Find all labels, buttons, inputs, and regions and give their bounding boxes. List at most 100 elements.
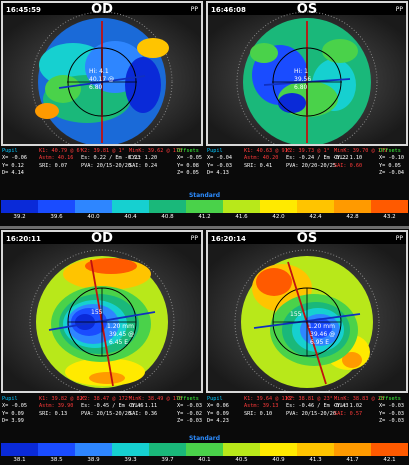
map-label: 39.56 bbox=[294, 76, 311, 83]
stat: MinK: 39.70 @ 179 bbox=[334, 148, 388, 154]
stat: Y= 0.05 bbox=[379, 162, 401, 169]
stats-col: Pupil X= -0.06 Y= 0.12 D= 4.14 bbox=[2, 148, 27, 178]
map-label: 155 bbox=[290, 311, 302, 318]
pp-label: PP bbox=[190, 6, 198, 13]
stat: Pupil bbox=[2, 148, 18, 154]
topography-map[interactable]: Hi: 4.1 40.17 @ 6.80 bbox=[3, 3, 201, 144]
stat: Z= 0.05 bbox=[177, 170, 199, 177]
stats-col: Offsets X= -0.03 Y= -0.03 Z= -0.03 bbox=[379, 396, 404, 426]
scale-tick: 38.5 bbox=[50, 457, 63, 463]
scale-title: Standard bbox=[188, 435, 221, 442]
map-label: 6.45 E bbox=[109, 339, 128, 346]
divider bbox=[0, 226, 409, 229]
map-label: 6.80 bbox=[89, 84, 103, 91]
stat: Offsets bbox=[177, 148, 199, 154]
stat: Offsets bbox=[177, 396, 199, 402]
pp-label: PP bbox=[395, 235, 403, 242]
top-exam: 16:45:59 OD PP Hi: 4.1 bbox=[0, 0, 409, 229]
stat: X= -0.03 bbox=[379, 403, 404, 410]
stats-col: K2: 38.81 @ 23° Es: -0.46 / Em -0.43 PVA… bbox=[286, 396, 348, 418]
map-panel-bottom-od[interactable]: 16:20:11 OD PP 155 1.20 mm 39.45 @ bbox=[1, 230, 203, 393]
stat: Z= -0.04 bbox=[379, 170, 404, 177]
stats-row: Pupil X= -0.06 Y= 0.12 D= 4.14 K1: 40.79… bbox=[1, 148, 408, 192]
scale-tick: 40.5 bbox=[235, 457, 248, 463]
stats-col: Pupil X= -0.05 Y= 0.09 D= 3.99 bbox=[2, 396, 27, 426]
stats-col: Pupil X= -0.04 Y= -0.03 D= 4.13 bbox=[207, 148, 232, 178]
stat: SRI: 0.10 bbox=[244, 410, 273, 417]
map-label: 1.20 mm bbox=[107, 323, 134, 330]
map-label: 1.20 mm bbox=[308, 323, 335, 330]
stat: Y= 0.09 bbox=[2, 410, 24, 417]
stat: Y= -0.03 bbox=[379, 410, 404, 417]
stat: X= 0.06 bbox=[207, 403, 229, 410]
stat: SAI: 0.57 bbox=[334, 410, 363, 417]
scale-tick: 40.9 bbox=[272, 457, 285, 463]
map-label: 40.17 @ bbox=[89, 76, 114, 83]
topography-map[interactable]: 155 1.20 mm 39.45 @ 6.45 E bbox=[3, 232, 201, 391]
stat: CYL: 1.10 bbox=[334, 155, 363, 162]
stats-col: K1: 40.79 @ 6° Astm: 40.16 SRI: 0.07 bbox=[39, 148, 83, 170]
stat: Y= -0.03 bbox=[207, 162, 232, 169]
exam-time: 16:20:11 bbox=[6, 235, 41, 243]
stat: Es: -0.24 / Em -0.22 bbox=[286, 155, 349, 162]
map-header: 16:46:08 OS PP bbox=[208, 3, 406, 17]
exam-time: 16:45:59 bbox=[6, 6, 41, 14]
stat: X= -0.03 bbox=[177, 403, 202, 410]
map-panel-top-od[interactable]: 16:45:59 OD PP Hi: 4.1 bbox=[1, 1, 203, 146]
scale-tick: 40.0 bbox=[87, 214, 100, 220]
stat: D= 4.13 bbox=[207, 170, 229, 177]
stats-col: K2: 39.81 @ 1° Es: 0.22 / Em -0.23 PVA: … bbox=[81, 148, 140, 170]
map-label: 39.46 @ bbox=[310, 331, 335, 338]
stat: X= -0.06 bbox=[2, 155, 27, 162]
map-label: 6.95 E bbox=[310, 339, 329, 346]
scale-tick: 39.7 bbox=[161, 457, 174, 463]
eye-label: OD bbox=[91, 2, 113, 17]
scale-tick: 39.2 bbox=[13, 214, 26, 220]
stat: Astm: 40.20 bbox=[244, 155, 279, 162]
stat: Y= -0.02 bbox=[177, 410, 202, 417]
stat: CYL: 1.11 bbox=[129, 403, 158, 410]
stat: Astm: 39.90 bbox=[39, 403, 74, 410]
stat: Es: -0.46 / Em -0.43 bbox=[286, 403, 349, 410]
pp-label: PP bbox=[190, 235, 198, 242]
stat: CYL: 1.02 bbox=[334, 403, 363, 410]
stat: PVA: 20/15-20/20 bbox=[286, 410, 336, 417]
map-header: 16:20:11 OD PP bbox=[3, 232, 201, 246]
stats-col: K2: 39.73 @ 1° Es: -0.24 / Em -0.22 PVA:… bbox=[286, 148, 348, 170]
stats-col: K1: 40.63 @ 91° Astm: 40.20 SRI: 0.41 bbox=[244, 148, 291, 170]
stat: K1: 39.82 @ 82° bbox=[39, 396, 86, 402]
eye-label: OS bbox=[296, 2, 318, 17]
stat: SRI: 0.13 bbox=[39, 410, 68, 417]
stat: MinK: 38.49 @ 170 bbox=[129, 396, 183, 402]
stats-col: Offsets X= -0.10 Y= 0.05 Z= -0.04 bbox=[379, 148, 404, 178]
stat: K2: 38.81 @ 23° bbox=[286, 396, 333, 402]
color-scale: Standard 38.1 38.5 38.9 39.3 39.7 40.1 4… bbox=[1, 435, 408, 465]
map-label: Hi: 1 bbox=[294, 68, 308, 75]
stat: Es: -0.45 / Em -0.46 bbox=[81, 403, 144, 410]
color-scale: Standard 39.2 39.6 40.0 40.4 40.8 41.2 4… bbox=[1, 192, 408, 222]
scale-tick: 41.3 bbox=[309, 457, 322, 463]
scale-tick: 42.8 bbox=[346, 214, 359, 220]
stat: PVA: 20/15-20/20 bbox=[81, 162, 131, 169]
map-panel-bottom-os[interactable]: 16:20:14 OS PP 155 1.20 mm 39.46 @ bbox=[206, 230, 408, 393]
map-label: 6.80 bbox=[294, 84, 308, 91]
stat: Z= -0.03 bbox=[379, 418, 404, 425]
topography-map[interactable]: 155 1.20 mm 39.46 @ 6.95 E bbox=[208, 232, 406, 391]
scale-tick: 42.4 bbox=[309, 214, 322, 220]
topography-map[interactable]: Hi: 1 39.56 6.80 bbox=[208, 3, 406, 144]
stat: K2: 39.73 @ 1° bbox=[286, 148, 330, 154]
map-label: 155 bbox=[91, 309, 103, 316]
map-label: 39.45 @ bbox=[109, 331, 134, 338]
stats-col: MinK: 39.70 @ 179 CYL: 1.10 SAI: 0.60 bbox=[334, 148, 387, 170]
scale-tick: 43.2 bbox=[383, 214, 396, 220]
map-header: 16:45:59 OD PP bbox=[3, 3, 201, 17]
scale-tick: 40.4 bbox=[124, 214, 137, 220]
scale-title: Standard bbox=[188, 192, 221, 199]
stat: PVA: 20/20-20/25 bbox=[286, 162, 336, 169]
stat: SRI: 0.07 bbox=[39, 162, 68, 169]
stats-col: K1: 39.64 @ 113° Astm: 39.13 SRI: 0.10 bbox=[244, 396, 294, 418]
scale-tick: 41.2 bbox=[198, 214, 211, 220]
stats-col: MinK: 39.62 @ 170 CYL: 1.20 SAI: 0.24 bbox=[129, 148, 182, 170]
map-panel-top-os[interactable]: 16:46:08 OS PP Hi: 1 39.56 6.80 bbox=[206, 1, 408, 146]
scale-tick: 40.1 bbox=[198, 457, 211, 463]
